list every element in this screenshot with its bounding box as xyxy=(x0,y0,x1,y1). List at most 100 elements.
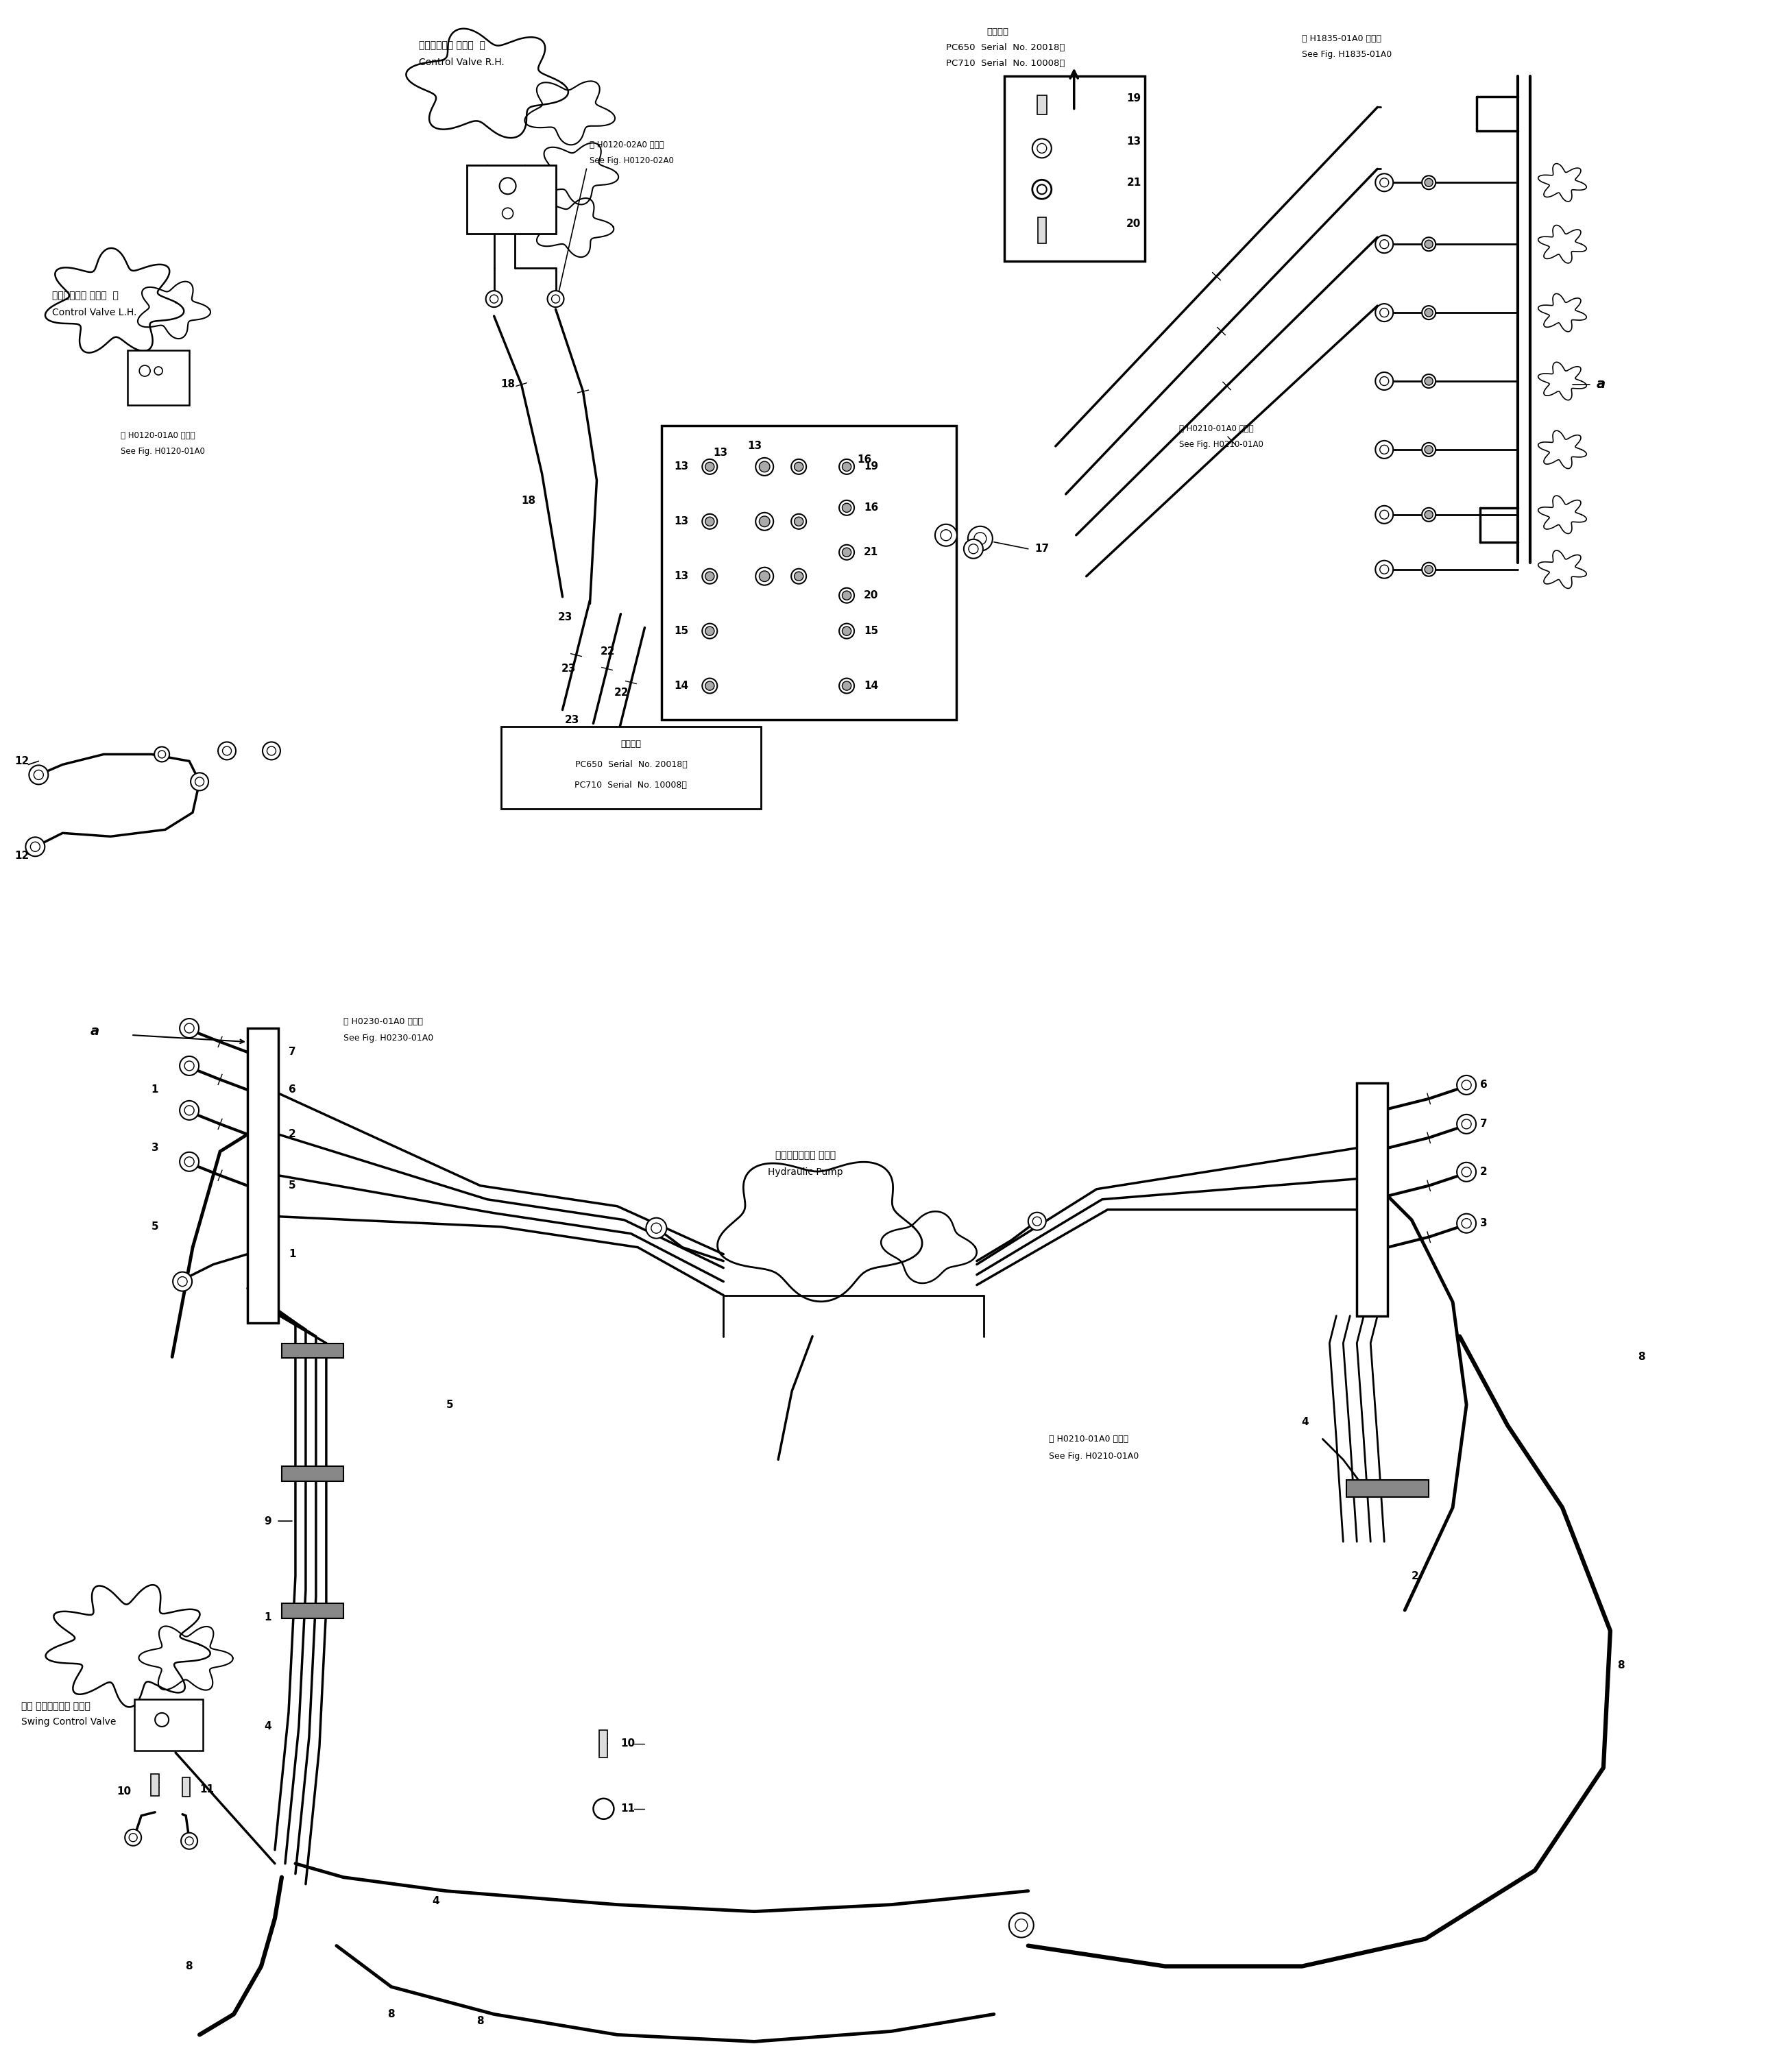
Circle shape xyxy=(1009,1913,1034,1938)
Text: コントロール バルブ  左: コントロール バルブ 左 xyxy=(52,290,118,300)
Circle shape xyxy=(756,567,774,586)
Circle shape xyxy=(969,545,978,553)
Circle shape xyxy=(941,530,952,540)
Circle shape xyxy=(1380,179,1389,187)
Bar xyxy=(502,727,762,810)
Circle shape xyxy=(500,177,516,193)
Bar xyxy=(1346,1480,1428,1498)
Circle shape xyxy=(190,773,208,791)
Text: 2: 2 xyxy=(1412,1570,1419,1580)
Circle shape xyxy=(1457,1114,1477,1134)
Circle shape xyxy=(706,518,715,526)
Circle shape xyxy=(1462,1167,1471,1178)
Circle shape xyxy=(185,1060,194,1071)
Text: 旋回 コントロール バルブ: 旋回 コントロール バルブ xyxy=(22,1702,91,1712)
Text: 8: 8 xyxy=(387,2010,394,2020)
Text: 7: 7 xyxy=(289,1046,296,1056)
Text: PC650  Serial  No. 20018～: PC650 Serial No. 20018～ xyxy=(946,43,1064,51)
Circle shape xyxy=(1380,240,1389,249)
Text: See Fig. H0210-01A0: See Fig. H0210-01A0 xyxy=(1179,440,1263,450)
Circle shape xyxy=(222,746,231,756)
Circle shape xyxy=(706,571,715,582)
Circle shape xyxy=(1457,1075,1477,1095)
Circle shape xyxy=(172,1272,192,1291)
Bar xyxy=(1038,218,1047,242)
Circle shape xyxy=(1421,175,1435,189)
Text: 1: 1 xyxy=(151,1085,158,1095)
Text: 第 H1835-01A0 図参照: 第 H1835-01A0 図参照 xyxy=(1303,35,1382,43)
Bar xyxy=(1357,1083,1387,1315)
Circle shape xyxy=(1032,140,1052,158)
Circle shape xyxy=(842,462,851,471)
Text: 5: 5 xyxy=(151,1221,158,1231)
Text: 6: 6 xyxy=(289,1085,296,1095)
Circle shape xyxy=(140,366,151,376)
Circle shape xyxy=(1376,561,1392,577)
Text: 14: 14 xyxy=(674,680,688,690)
Circle shape xyxy=(702,458,717,475)
Circle shape xyxy=(839,588,855,602)
Text: 20: 20 xyxy=(864,590,878,600)
Bar xyxy=(127,349,190,405)
Text: 16: 16 xyxy=(857,454,871,464)
Text: Control Valve R.H.: Control Valve R.H. xyxy=(419,58,504,68)
Text: 13: 13 xyxy=(713,448,728,458)
Text: 23: 23 xyxy=(561,664,577,674)
Text: 13: 13 xyxy=(674,462,688,473)
Text: 10: 10 xyxy=(620,1739,634,1749)
Text: See Fig. H0230-01A0: See Fig. H0230-01A0 xyxy=(344,1034,434,1042)
Circle shape xyxy=(1462,1081,1471,1089)
Circle shape xyxy=(794,462,803,471)
Circle shape xyxy=(1425,240,1434,249)
Text: 13: 13 xyxy=(1127,136,1142,146)
Circle shape xyxy=(760,462,771,473)
Circle shape xyxy=(1038,144,1047,154)
Text: PC710  Serial  No. 10008～: PC710 Serial No. 10008～ xyxy=(575,781,686,789)
Text: 5: 5 xyxy=(446,1399,453,1410)
Circle shape xyxy=(547,290,564,306)
Text: See Fig. H1835-01A0: See Fig. H1835-01A0 xyxy=(1303,49,1392,60)
Text: 22: 22 xyxy=(600,647,615,658)
Bar xyxy=(1038,97,1047,115)
Circle shape xyxy=(1425,446,1434,454)
Text: 19: 19 xyxy=(864,462,878,473)
Text: 4: 4 xyxy=(263,1722,271,1732)
Text: 16: 16 xyxy=(643,736,658,746)
Bar xyxy=(183,1778,190,1796)
Text: 12: 12 xyxy=(14,851,29,861)
Text: 14: 14 xyxy=(864,680,878,690)
Circle shape xyxy=(706,462,715,471)
Text: 3: 3 xyxy=(151,1143,158,1153)
Bar xyxy=(134,1699,202,1751)
Text: 4: 4 xyxy=(1301,1416,1308,1426)
Circle shape xyxy=(486,290,502,306)
Circle shape xyxy=(185,1106,194,1116)
Circle shape xyxy=(794,571,803,582)
Circle shape xyxy=(34,771,43,779)
Circle shape xyxy=(1425,565,1434,573)
Circle shape xyxy=(1421,374,1435,388)
Text: 8: 8 xyxy=(1616,1660,1624,1671)
Circle shape xyxy=(177,1276,186,1286)
Circle shape xyxy=(1376,234,1392,253)
Text: コントロール バルブ  右: コントロール バルブ 右 xyxy=(419,41,486,51)
Text: PC650  Serial  No. 20018～: PC650 Serial No. 20018～ xyxy=(575,760,686,769)
Text: 適用号機: 適用号機 xyxy=(620,740,642,748)
Circle shape xyxy=(706,682,715,690)
Circle shape xyxy=(792,569,806,584)
Circle shape xyxy=(839,623,855,639)
Circle shape xyxy=(1380,308,1389,316)
Circle shape xyxy=(1421,508,1435,522)
Circle shape xyxy=(489,294,498,302)
Circle shape xyxy=(1029,1212,1047,1231)
Text: Swing Control Valve: Swing Control Valve xyxy=(22,1718,116,1726)
Circle shape xyxy=(1380,565,1389,573)
Circle shape xyxy=(179,1056,199,1075)
Text: 13: 13 xyxy=(674,516,688,526)
Circle shape xyxy=(975,532,986,545)
Text: 第 H0120-01A0 図参照: 第 H0120-01A0 図参照 xyxy=(120,432,195,440)
Circle shape xyxy=(842,503,851,512)
Text: 15: 15 xyxy=(674,627,688,637)
Circle shape xyxy=(1376,506,1392,524)
Text: See Fig. H0120-02A0: See Fig. H0120-02A0 xyxy=(590,156,674,164)
